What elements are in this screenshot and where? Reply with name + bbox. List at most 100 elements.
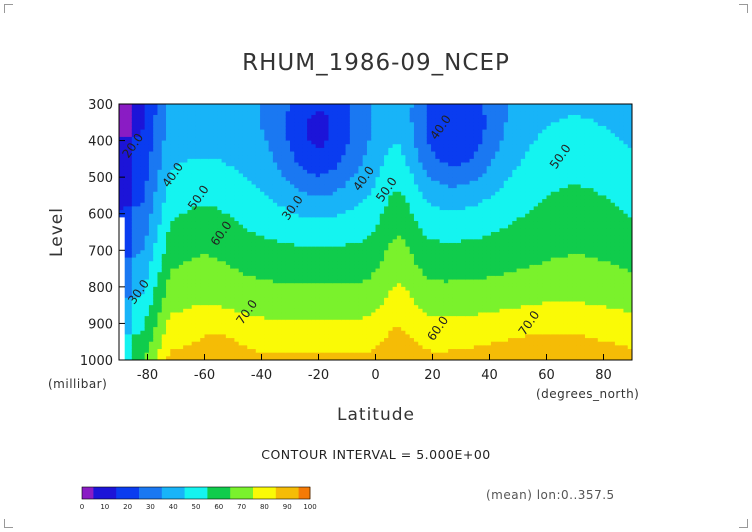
field-cell <box>418 232 424 237</box>
field-cell <box>255 316 261 321</box>
field-cell <box>401 261 407 266</box>
field-cell <box>349 228 355 233</box>
field-cell <box>315 283 321 288</box>
field-cell <box>366 224 372 229</box>
field-cell <box>204 195 210 200</box>
field-cell <box>277 305 283 310</box>
field-cell <box>371 257 377 262</box>
field-cell <box>247 199 253 204</box>
field-cell <box>294 250 300 255</box>
field-cell <box>213 188 218 193</box>
field-cell <box>153 242 159 248</box>
field-cell <box>131 290 137 295</box>
field-cell <box>225 173 231 178</box>
field-cell <box>204 191 210 197</box>
field-cell <box>272 118 278 123</box>
field-cell <box>349 242 355 248</box>
field-cell <box>153 356 159 360</box>
field-cell <box>264 199 270 204</box>
field-cell <box>187 308 193 314</box>
field-cell <box>247 173 253 178</box>
field-cell <box>345 290 351 295</box>
field-cell <box>255 133 261 138</box>
field-cell <box>187 294 193 299</box>
field-cell <box>285 151 291 156</box>
field-cell <box>148 133 154 138</box>
field-cell <box>324 268 330 273</box>
field-cell <box>277 272 283 277</box>
field-cell <box>328 173 334 178</box>
field-cell <box>366 242 372 248</box>
field-cell <box>272 275 278 281</box>
field-cell <box>148 264 154 270</box>
field-cell <box>401 184 407 189</box>
field-cell <box>221 224 227 229</box>
field-cell <box>349 283 355 288</box>
field-cell <box>332 111 338 116</box>
field-cell <box>328 250 334 255</box>
field-cell <box>217 327 223 332</box>
field-cell <box>405 312 411 317</box>
field-cell <box>392 330 398 335</box>
field-cell <box>388 330 394 335</box>
field-cell <box>144 195 150 200</box>
field-cell <box>294 125 300 131</box>
field-cell <box>123 114 129 120</box>
field-cell <box>337 162 342 167</box>
field-cell <box>362 264 368 270</box>
field-cell <box>230 246 236 251</box>
field-cell <box>302 283 308 288</box>
field-cell <box>178 301 184 306</box>
field-cell <box>311 341 317 346</box>
field-cell <box>260 217 265 222</box>
field-cell <box>358 301 364 306</box>
field-cell <box>341 136 347 142</box>
field-cell <box>324 334 330 339</box>
field-cell <box>392 180 398 186</box>
field-cell <box>379 151 385 156</box>
field-cell <box>221 268 227 273</box>
field-cell <box>264 261 270 266</box>
field-cell <box>204 272 210 277</box>
field-cell <box>315 104 321 109</box>
field-cell <box>371 316 377 321</box>
field-cell <box>384 264 389 270</box>
field-cell <box>307 268 312 273</box>
field-cell <box>127 257 133 262</box>
field-cell <box>174 235 180 240</box>
field-cell <box>311 305 317 310</box>
field-cell <box>217 232 223 237</box>
field-cell <box>200 345 206 350</box>
field-cell <box>366 352 372 357</box>
field-cell <box>140 319 146 325</box>
field-cell <box>413 177 419 182</box>
field-cell <box>366 253 372 259</box>
field-cell <box>392 221 398 226</box>
field-cell <box>238 308 244 314</box>
field-cell <box>302 349 308 354</box>
field-cell <box>221 188 227 193</box>
field-cell <box>166 122 171 127</box>
field-cell <box>345 104 351 109</box>
field-cell <box>341 147 347 153</box>
field-cell <box>161 242 167 248</box>
field-cell <box>247 217 253 222</box>
field-cell <box>358 316 364 321</box>
field-cell <box>349 286 355 292</box>
field-cell <box>418 323 424 328</box>
field-cell <box>371 155 377 160</box>
field-cell <box>148 275 154 281</box>
field-cell <box>281 261 287 266</box>
field-cell <box>362 210 368 215</box>
field-cell <box>161 338 167 343</box>
field-cell <box>302 224 308 229</box>
field-cell <box>298 294 304 299</box>
field-cell <box>123 319 129 325</box>
field-cell <box>294 147 300 153</box>
field-cell <box>174 275 180 281</box>
field-cell <box>217 107 223 112</box>
field-cell <box>319 286 325 292</box>
field-cell <box>366 330 372 335</box>
field-cell <box>238 228 244 233</box>
field-cell <box>337 356 342 360</box>
